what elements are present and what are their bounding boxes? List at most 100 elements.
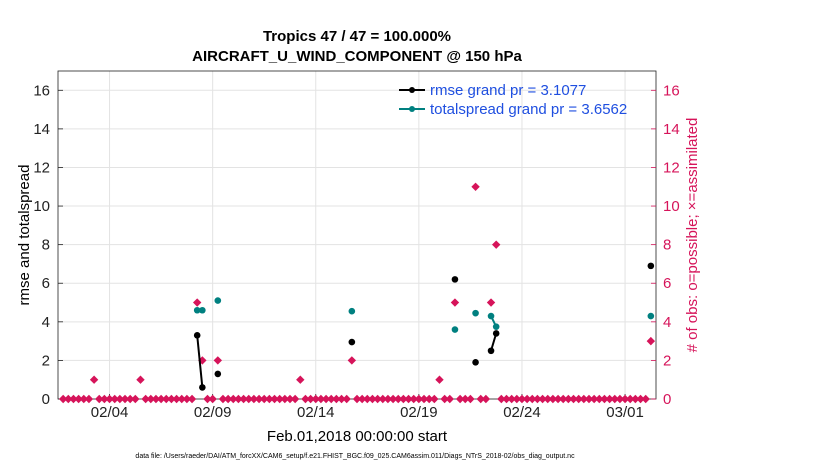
obs-count-point [476,394,485,404]
right-tick-label: 12 [663,159,680,176]
obs-count-point [234,394,243,404]
obs-count-point [337,394,346,404]
obs-count-point [141,394,150,404]
obs-count-point [244,394,253,404]
obs-count-point [280,394,290,404]
totalspread-point [492,323,500,330]
obs-count-point [120,394,130,404]
obs-count-point [125,394,135,404]
obs-count-point [368,394,377,404]
obs-count-point [569,394,578,404]
left-tick-label: 4 [42,314,50,331]
obs-count-point [419,394,429,404]
obs-count-point [332,394,341,404]
data-marks [58,182,656,404]
x-axis-label: Feb.01,2018 00:00:00 start [267,428,448,445]
obs-count-point [167,394,176,404]
legend-rmse-label: rmse grand pr = 3.1077 [430,82,586,99]
obs-count-point [517,394,527,404]
totalspread-point [472,309,479,317]
chart-title: Tropics 47 / 47 = 100.000% [263,28,451,45]
left-axis-label: rmse and totalspread [16,165,33,306]
obs-count-point [146,394,155,404]
obs-count-point [352,394,362,404]
obs-count-point [538,394,547,404]
obs-count-point [461,394,470,404]
obs-count-point [440,394,449,404]
obs-count-point [162,394,171,404]
obs-count-point [249,394,259,404]
rmse-point [647,262,655,270]
obs-count-point [481,394,491,404]
rmse-point [214,370,222,378]
totalspread-point [487,312,495,320]
obs-count-point [486,298,496,307]
obs-count-point [270,394,279,404]
obs-count-point [574,394,583,404]
obs-count-point [69,394,78,404]
x-tick-label: 02/14 [297,404,335,421]
totalspread-point [214,297,222,304]
obs-count-point [543,394,552,404]
obs-count-point [192,298,202,307]
obs-count-point [491,240,501,249]
obs-count-point [394,394,403,404]
obs-count-point [564,394,573,404]
obs-count-point [156,394,166,404]
rmse-point [451,276,459,283]
obs-count-point [74,394,83,404]
obs-count-point [626,394,635,404]
obs-count-point [218,394,228,404]
obs-count-point [466,394,475,404]
obs-count-point [450,298,460,307]
rmse-point [472,359,479,366]
left-tick-label: 6 [42,275,50,292]
right-tick-label: 10 [663,198,680,215]
left-tick-label: 14 [33,121,50,138]
x-tick-label: 03/01 [606,404,644,421]
obs-count-point [203,394,212,404]
obs-count-point [399,394,408,404]
left-tick-label: 8 [42,237,50,254]
left-tick-label: 12 [33,159,50,176]
legend-totalspread-label: totalspread grand pr = 3.6562 [430,101,627,118]
right-tick-label: 8 [663,237,671,254]
right-axis: 0 2 4 6 8 10 12 14 16 [651,82,680,408]
obs-count-point [383,394,393,404]
obs-count-point [553,394,563,404]
obs-count-point [136,375,145,384]
obs-count-point [64,394,73,404]
obs-count-point [600,394,609,404]
obs-count-point [306,394,315,404]
obs-count-point [151,394,161,404]
obs-count-point [522,394,532,404]
obs-count-point [296,375,305,384]
totalspread-point [199,306,206,314]
obs-count-point [605,394,614,404]
obs-count-point [131,394,140,404]
obs-count-point [373,394,382,404]
obs-count-point [445,394,454,404]
obs-count-point [208,394,217,404]
totalspread-point [193,306,201,314]
obs-count-point [79,394,88,404]
obs-count-point [213,356,223,365]
obs-count-point [239,394,248,404]
legend-rmse-marker [409,87,415,93]
obs-count-point [378,394,387,404]
obs-count-point [615,394,625,404]
obs-count-point [620,394,630,404]
obs-count-point [512,394,522,404]
obs-count-point [290,394,300,404]
obs-count-point [84,394,94,404]
obs-count-point [275,394,284,404]
obs-count-point [105,394,114,404]
obs-count-point [589,394,599,404]
right-tick-label: 16 [663,82,680,99]
obs-count-point [223,394,233,404]
obs-count-point [182,394,192,404]
rmse-point [487,347,495,355]
obs-count-point [311,394,320,404]
rmse-point [348,338,356,346]
